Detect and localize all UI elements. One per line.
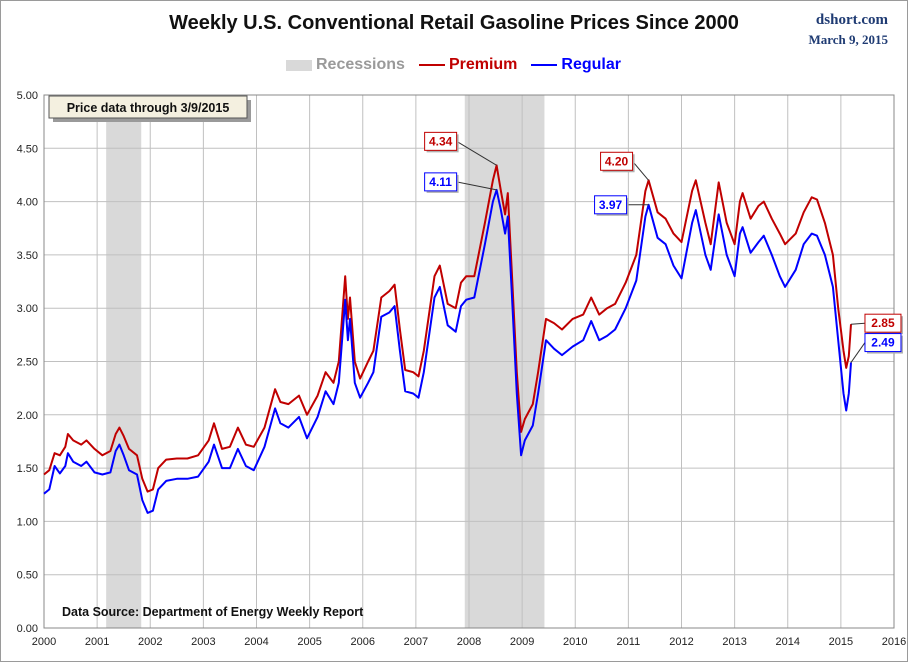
premium-swatch (418, 64, 445, 66)
callout-leader (850, 342, 866, 363)
callout-label-premium: 4.34 (429, 134, 453, 148)
regular-swatch (531, 64, 558, 66)
callout-box (594, 195, 628, 215)
y-tick-label: 3.50 (17, 250, 38, 262)
y-tick-label: 5.00 (17, 90, 38, 102)
callout-box (600, 151, 634, 171)
y-tick-label: 0.50 (17, 570, 38, 582)
y-tick-label: 4.50 (17, 143, 38, 155)
x-tick-label: 2013 (722, 636, 746, 648)
y-tick-label: 2.50 (17, 357, 38, 369)
callout-label-regular: 4.11 (429, 175, 452, 189)
callout-label-premium: 4.20 (605, 154, 629, 168)
x-tick-label: 2000 (32, 636, 56, 648)
x-tick-label: 2015 (829, 636, 853, 648)
callout-leader (632, 160, 649, 181)
y-tick-label: 1.50 (17, 463, 38, 475)
callout-box (864, 333, 902, 353)
source-block: dshort.com March 9, 2015 (808, 11, 888, 49)
x-tick-label: 2011 (617, 636, 641, 648)
x-tick-label: 2003 (191, 636, 215, 648)
callout-leader (456, 181, 497, 191)
x-tick-label: 2004 (244, 636, 268, 648)
callout-label-premium: 2.85 (871, 316, 895, 330)
callout-label-regular: 3.97 (599, 198, 623, 212)
chart-title: Weekly U.S. Conventional Retail Gasoline… (169, 12, 739, 34)
callout-leader (850, 322, 866, 325)
x-tick-label: 2002 (138, 636, 162, 648)
x-tick-label: 2006 (351, 636, 375, 648)
x-tick-label: 2014 (776, 636, 800, 648)
legend-item-recessions: Recessions (286, 56, 405, 74)
legend-item-premium: Premium (418, 56, 518, 74)
data-source-note: Data Source: Department of Energy Weekly… (62, 605, 364, 619)
x-tick-label: 2005 (297, 636, 321, 648)
legend-label-regular: Regular (561, 56, 621, 73)
source-site: dshort.com (815, 12, 888, 28)
x-tick-label: 2016 (882, 636, 906, 648)
y-tick-label: 4.00 (17, 197, 38, 209)
price-note-box (48, 95, 248, 119)
x-tick-label: 2001 (85, 636, 109, 648)
callout-box (864, 313, 902, 333)
callout-box (424, 172, 458, 192)
y-tick-label: 1.00 (17, 516, 38, 528)
price-note-text: Price data through 3/9/2015 (67, 101, 230, 115)
x-tick-label: 2012 (669, 636, 693, 648)
legend-label-premium: Premium (448, 56, 518, 73)
callout-leader (456, 140, 497, 166)
legend-label-recessions: Recessions (316, 56, 405, 73)
callout-label-regular: 2.49 (871, 336, 895, 350)
x-tick-label: 2008 (457, 636, 481, 648)
recessions-swatch (286, 59, 312, 71)
x-tick-label: 2009 (510, 636, 534, 648)
series-line-regular (43, 188, 852, 514)
plot-area-border (43, 94, 895, 629)
y-tick-label: 2.00 (17, 410, 38, 422)
y-tick-label: 0.00 (17, 623, 38, 635)
callout-box (424, 131, 458, 151)
source-date: March 9, 2015 (808, 32, 888, 47)
x-tick-label: 2007 (404, 636, 428, 648)
legend-item-regular: Regular (531, 56, 621, 74)
y-tick-label: 3.00 (17, 303, 38, 315)
series-line-premium (43, 164, 852, 493)
x-tick-label: 2010 (563, 636, 587, 648)
legend: Recessions Premium Regular (286, 54, 635, 76)
